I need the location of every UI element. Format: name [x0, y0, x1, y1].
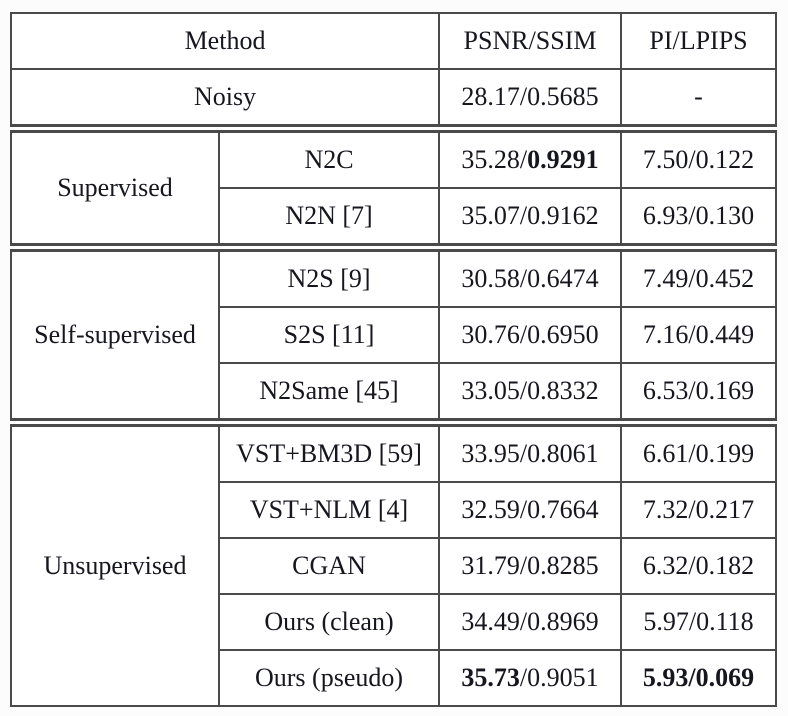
- psnr-ssim-cell: 35.07/0.9162: [438, 187, 623, 249]
- psnr-value: 30.58/0.6474: [461, 264, 599, 293]
- psnr-ssim-cell: 32.59/0.7664: [438, 481, 623, 539]
- table-row: VST+NLM [4] 32.59/0.7664 7.32/0.217: [11, 481, 778, 539]
- psnr-value: 33.95/0.8061: [461, 439, 599, 468]
- psnr-ssim-cell: 35.73/0.9051: [438, 649, 623, 707]
- psnr-ssim-cell: 30.76/0.6950: [438, 306, 623, 364]
- pi-value: 7.16/0.449: [642, 320, 755, 349]
- pi-value: 6.32/0.182: [642, 551, 755, 580]
- category-cell-supervised: Supervised: [10, 124, 220, 249]
- pi-value-bold: 5.93/0.069: [642, 663, 755, 692]
- pi-value: 6.93/0.130: [642, 201, 755, 230]
- table-row: Ours (pseudo) 35.73/0.9051 5.93/0.069: [11, 649, 778, 707]
- pi-value: 6.61/0.199: [642, 439, 755, 468]
- psnr-ssim-cell: 35.28/0.9291: [438, 124, 623, 189]
- psnr-ssim-cell: 31.79/0.8285: [438, 537, 623, 595]
- table-row: Ours (clean) 34.49/0.8969 5.97/0.118: [11, 593, 778, 651]
- pi-lpips-cell: 5.93/0.069: [620, 649, 778, 707]
- psnr-value: 31.79/0.8285: [461, 551, 599, 580]
- pi-lpips-cell: 6.53/0.169: [620, 362, 778, 424]
- psnr-value: 35.28/: [461, 145, 528, 174]
- method-cell: S2S [11]: [217, 306, 441, 364]
- pi-lpips-cell: -: [620, 68, 778, 130]
- method-cell: Ours (pseudo): [217, 649, 441, 707]
- table-row: N2N [7] 35.07/0.9162 6.93/0.130: [11, 187, 778, 249]
- method-cell: N2C: [217, 124, 441, 189]
- pi-value: 7.50/0.122: [642, 145, 755, 174]
- pi-lpips-cell: 6.93/0.130: [620, 187, 778, 249]
- category-cell-unsupervised: Unsupervised: [10, 418, 220, 707]
- psnr-value: 35.07/0.9162: [461, 201, 599, 230]
- method-cell: CGAN: [217, 537, 441, 595]
- method-cell: N2S [9]: [217, 243, 441, 308]
- table-row-noisy: Noisy 28.17/0.5685 -: [9, 68, 778, 130]
- pi-lpips-cell: 7.16/0.449: [620, 306, 778, 364]
- psnr-ssim-cell: 30.58/0.6474: [438, 243, 623, 308]
- psnr-ssim-cell: 34.49/0.8969: [438, 593, 623, 651]
- psnr-value-post: /0.9051: [519, 663, 599, 692]
- pi-lpips-cell: 6.61/0.199: [620, 418, 778, 483]
- psnr-ssim-cell: 33.95/0.8061: [438, 418, 623, 483]
- pi-lpips-cell: 7.50/0.122: [620, 124, 778, 189]
- psnr-value: 28.17/0.5685: [461, 82, 599, 111]
- psnr-value: 33.05/0.8332: [461, 376, 599, 405]
- pi-lpips-cell: 6.32/0.182: [620, 537, 778, 595]
- psnr-value-bold: 35.73: [461, 663, 520, 692]
- table-row: Self-supervised N2S [9] 30.58/0.6474 7.4…: [10, 243, 778, 424]
- header-psnr-ssim-cell: PSNR/SSIM: [438, 12, 623, 70]
- pi-lpips-cell: 7.32/0.217: [620, 481, 778, 539]
- category-cell-self-supervised: Self-supervised: [10, 243, 220, 424]
- results-table: Method PSNR/SSIM PI/LPIPS Noisy 28.17/0.…: [9, 12, 778, 707]
- table-row: CGAN 31.79/0.8285 6.32/0.182: [11, 537, 778, 595]
- psnr-value: 34.49/0.8969: [461, 607, 599, 636]
- header-pi-lpips-cell: PI/LPIPS: [620, 12, 778, 70]
- pi-value: -: [694, 82, 703, 111]
- table-row: Unsupervised VST+BM3D [59] 33.95/0.8061 …: [10, 418, 778, 707]
- method-cell: VST+BM3D [59]: [217, 418, 441, 483]
- method-cell: VST+NLM [4]: [217, 481, 441, 539]
- noisy-label-cell: Noisy: [9, 68, 441, 130]
- table-header-row: Method PSNR/SSIM PI/LPIPS: [9, 12, 778, 70]
- method-cell: N2N [7]: [217, 187, 441, 249]
- method-cell: N2Same [45]: [217, 362, 441, 424]
- pi-lpips-cell: 7.49/0.452: [620, 243, 778, 308]
- psnr-value: 32.59/0.7664: [461, 495, 599, 524]
- method-cell: Ours (clean): [217, 593, 441, 651]
- psnr-value-bold: 0.9291: [527, 145, 599, 174]
- table-row: S2S [11] 30.76/0.6950 7.16/0.449: [11, 306, 778, 364]
- psnr-ssim-cell: 28.17/0.5685: [438, 68, 623, 130]
- pi-value: 5.97/0.118: [643, 607, 754, 636]
- pi-value: 6.53/0.169: [642, 376, 755, 405]
- header-method-cell: Method: [9, 12, 441, 70]
- table-row: Supervised N2C 35.28/0.9291 7.50/0.122: [10, 124, 778, 249]
- pi-value: 7.49/0.452: [642, 264, 755, 293]
- psnr-ssim-cell: 33.05/0.8332: [438, 362, 623, 424]
- pi-value: 7.32/0.217: [642, 495, 755, 524]
- pi-lpips-cell: 5.97/0.118: [620, 593, 778, 651]
- psnr-value: 30.76/0.6950: [461, 320, 599, 349]
- table-row: N2Same [45] 33.05/0.8332 6.53/0.169: [11, 362, 778, 424]
